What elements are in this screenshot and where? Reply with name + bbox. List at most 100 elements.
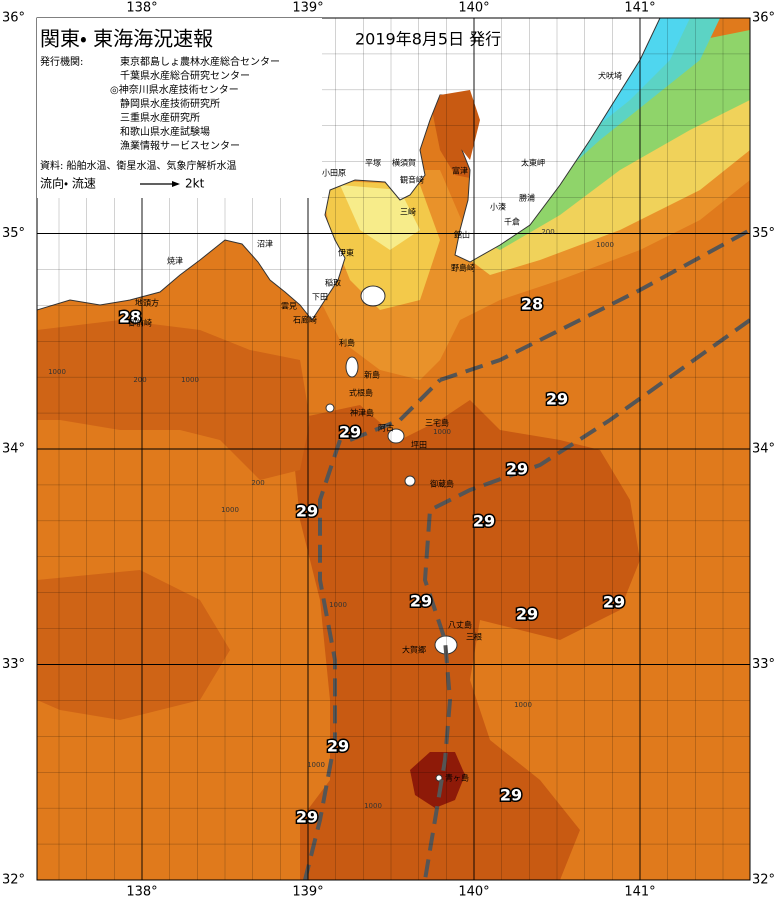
issuer-name: ◎神奈川県水産技術センター [110,83,239,96]
place-name: 小湊 [490,202,506,212]
place-name: 坪田 [411,441,427,450]
place-name: 野島崎 [451,263,475,273]
issuer-name: 漁業情報サービスセンター [120,139,240,152]
island [325,403,335,413]
temperature-label: 29 [473,512,495,531]
depth-label: 1000 [329,601,347,609]
temperature-label: 29 [506,460,528,479]
place-name: 沼津 [257,239,273,249]
issuer-name: 東京都島しょ農林水産総合センター [120,55,280,68]
issuer-name: 三重県水産研究所 [120,111,200,124]
depth-label: 1000 [221,506,239,514]
title: 関東・ 東海海況速報 [40,27,213,51]
temperature-label: 29 [546,390,568,409]
place-name: 千倉 [504,217,520,227]
depth-label: 200 [541,228,554,236]
place-name: 式根島 [349,388,373,398]
place-name: 伊東 [338,248,354,258]
island [387,428,405,444]
issuer-name: 和歌山県水産試験場 [120,125,210,138]
place-name: 太東岬 [521,158,545,168]
place-name: 館山 [454,230,470,240]
lat-tick-label: 36° [2,11,25,26]
lon-tick-label: 139° [292,1,323,16]
place-name: 新島 [364,370,380,380]
lon-tick-label: 141° [624,1,655,16]
depth-label: 1000 [181,376,199,384]
warm-water-zone [37,320,310,480]
sources: 資料: 船舶水温、衛星水温、気象庁解析水温 [40,159,237,172]
warm-water-zone [290,400,640,880]
depth-label: 200 [251,479,264,487]
place-name: 稲取 [325,278,341,288]
issuer-name: 静岡県水産技術研究所 [120,97,220,110]
depth-label: 1000 [596,241,614,249]
place-name: 石廊崎 [293,315,317,325]
warm-water-zone [37,570,230,720]
temperature-label: 29 [296,502,318,521]
place-name: 観音崎 [400,175,424,185]
kuroshio-axis [349,378,442,442]
place-name: 富津 [452,166,468,176]
lat-tick-label: 32° [2,873,25,888]
place-name: 八丈島 [448,620,472,630]
temperature-label: 29 [410,592,432,611]
island [404,475,416,487]
map-frame [36,17,751,881]
tokyo-bay [435,90,480,160]
lat-tick-label: 33° [752,657,775,672]
lon-tick-label: 141° [624,885,655,900]
depth-label: 1000 [48,368,66,376]
place-name: 下田 [312,293,328,302]
legend-speed: 2kt [185,177,205,191]
island [345,356,359,378]
lon-tick-label: 138° [126,1,157,16]
depth-label: 1000 [307,761,325,769]
issuers-label: 発行機関: [40,55,83,68]
legend-arrowhead [172,181,180,187]
issuer-name: 千葉県水産総合研究センター [120,69,250,82]
depth-label: 1000 [364,802,382,810]
kuroshio-axis [303,439,342,880]
place-name: 青ヶ島 [445,773,469,783]
place-name: 神津島 [350,408,374,418]
place-name: 三根 [466,632,482,642]
kuroshio-axis [422,318,750,880]
temperature-label: 29 [500,786,522,805]
island [360,285,386,307]
temperature-label: 28 [521,295,543,314]
lat-tick-label: 35° [2,226,25,241]
grid [37,18,750,880]
lat-tick-label: 33° [2,657,25,672]
lat-tick-label: 34° [752,442,775,457]
lon-tick-label: 139° [292,885,323,900]
place-name: 御蔵島 [430,479,454,489]
header-box [37,18,322,198]
place-name: 犬吠埼 [598,71,622,81]
temperature-label: 29 [327,737,349,756]
place-name: 地頭方 [135,298,159,308]
temperature-label: 29 [339,423,361,442]
kuroshio-axis [439,228,750,382]
issue-date: 2019年8月5日 発行 [355,30,501,49]
place-name: 勝浦 [519,193,535,203]
lat-tick-label: 35° [752,226,775,241]
depth-label: 1000 [433,428,451,436]
place-name: 焼津 [167,256,183,266]
temperature-label: 29 [296,808,318,827]
place-name: 雲見 [281,302,297,311]
temperature-label: 28 [119,308,141,327]
place-name: 阿古 [378,423,394,433]
place-name: 利島 [339,338,355,348]
place-name: 横須賀 [392,158,416,168]
place-name: 平塚 [365,159,381,168]
temperature-label: 29 [516,605,538,624]
lat-tick-label: 34° [2,442,25,457]
lat-tick-label: 32° [752,873,775,888]
place-name: 三宅島 [425,418,449,428]
place-name: 御前崎 [128,318,152,328]
lon-tick-label: 140° [458,885,489,900]
lon-tick-label: 138° [126,885,157,900]
